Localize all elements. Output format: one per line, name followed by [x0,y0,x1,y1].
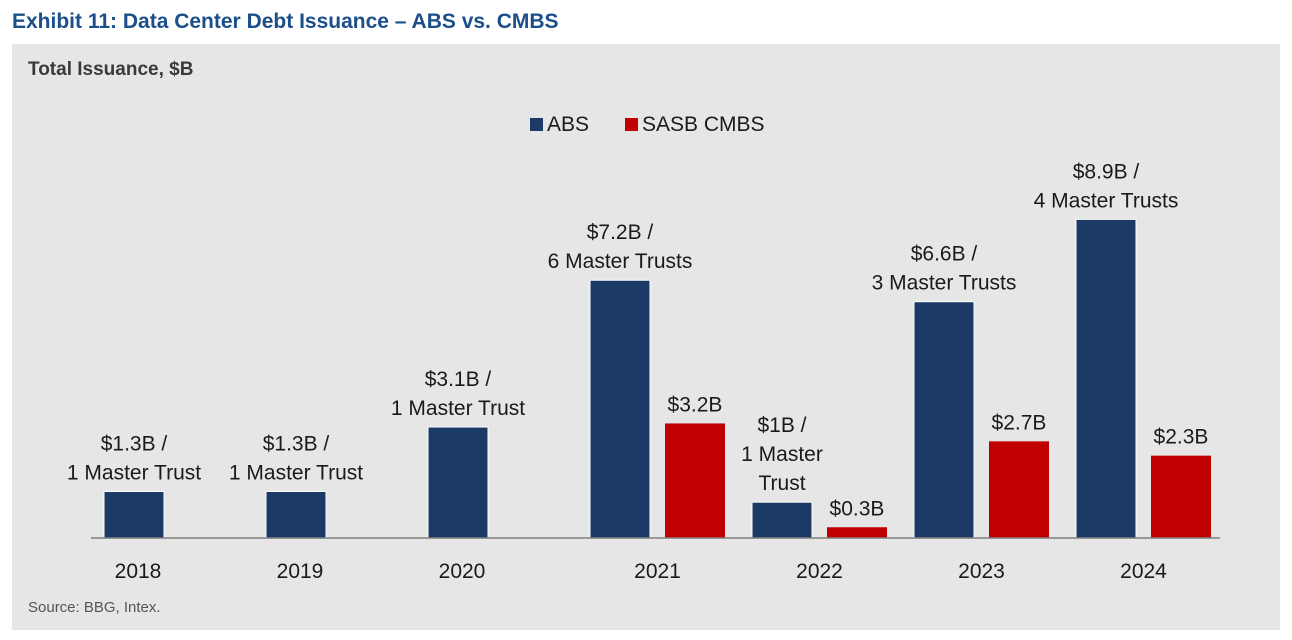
abs-data-label-2019: 1 Master Trust [229,461,363,484]
legend: ABS SASB CMBS [530,113,765,136]
x-tick-label-2021: 2021 [634,560,681,583]
x-tick-label-2024: 2024 [1120,560,1167,583]
x-tick-label-2022: 2022 [796,560,843,583]
abs-data-label-2022: 1 Master [741,443,823,466]
chart-panel: Total Issuance, $B ABS SASB CMBS $1.3B / 1 … [12,44,1280,630]
abs-data-label-2023: $6.6B / [911,243,978,266]
abs-data-label-2018: $1.3B / [101,432,168,455]
abs-bar-2022 [751,501,813,539]
legend-label-abs: ABS [547,113,589,136]
abs-data-label-2021: $7.2B / [587,221,654,244]
x-tick-label-2023: 2023 [958,560,1005,583]
cmbs-bar-2024 [1151,455,1211,538]
exhibit-title: Exhibit 11: Data Center Debt Issuance – … [12,10,559,33]
bar-chart: ABS SASB CMBS $1.3B / 1 Master Trust 2018 $1.… [67,113,1220,583]
abs-data-label-2019: $1.3B / [263,432,330,455]
abs-data-label-2021: 6 Master Trusts [548,250,693,273]
abs-bar-2024 [1075,218,1137,539]
abs-data-label-2023: 3 Master Trusts [872,272,1017,295]
legend-swatch-abs [530,118,543,131]
abs-data-label-2022: $1B / [757,414,806,437]
abs-bar-2020 [427,426,489,539]
x-tick-label-2018: 2018 [115,560,162,583]
abs-bar-2018 [103,490,165,539]
abs-bar-2023 [913,301,975,539]
source-note: Source: BBG, Intex. [28,599,161,616]
cmbs-data-label-2023: $2.7B [992,411,1047,434]
cmbs-data-label-2022: $0.3B [830,497,885,520]
abs-data-label-2024: $8.9B / [1073,160,1140,183]
abs-data-label-2020: $3.1B / [425,368,492,391]
x-tick-label-2020: 2020 [439,560,486,583]
abs-bar-2021 [589,279,651,539]
legend-label-cmbs: SASB CMBS [642,113,765,136]
abs-data-label-2020: 1 Master Trust [391,397,525,420]
cmbs-bar-2021 [665,423,725,538]
chart-subtitle: Total Issuance, $B [28,59,194,80]
abs-data-label-2024: 4 Master Trusts [1034,189,1179,212]
cmbs-bar-2023 [989,441,1049,538]
cmbs-bar-2022 [827,527,887,538]
abs-data-label-2022: Trust [758,472,805,495]
abs-data-label-2018: 1 Master Trust [67,461,201,484]
abs-bar-2019 [265,490,327,539]
x-tick-label-2019: 2019 [277,560,324,583]
legend-swatch-cmbs [625,118,638,131]
cmbs-data-label-2024: $2.3B [1154,426,1209,449]
cmbs-data-label-2021: $3.2B [668,393,723,416]
